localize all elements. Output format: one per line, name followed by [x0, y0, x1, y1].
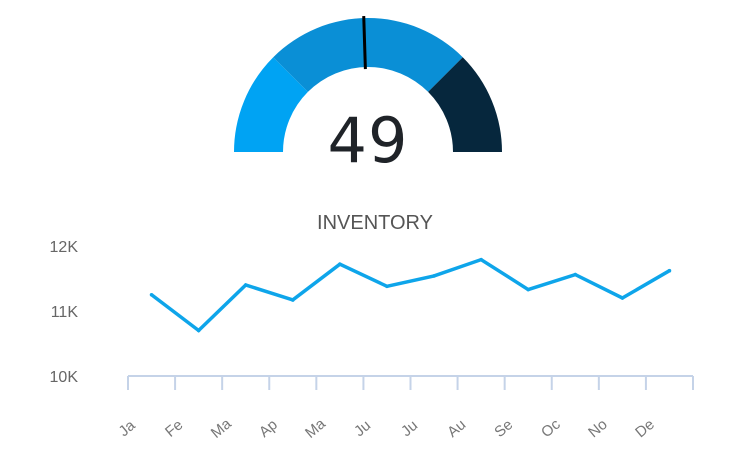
data-point: [667, 268, 672, 273]
gauge-dial: [234, 16, 502, 152]
gauge-needle: [362, 16, 367, 70]
chart-title: INVENTORY: [317, 212, 433, 234]
gauge-band-2: [273, 18, 463, 92]
data-point: [620, 296, 625, 300]
x-tick-label: Au: [444, 416, 469, 441]
series-line: [150, 257, 671, 333]
x-tick-label: Oc: [538, 416, 564, 442]
data-point: [479, 257, 483, 262]
data-point: [432, 274, 436, 278]
x-tick-label: De: [632, 416, 658, 441]
data-point: [243, 283, 248, 287]
data-point: [196, 328, 201, 333]
data-point: [338, 262, 342, 267]
y-axis-ticks: 10K 11K 12K: [50, 239, 79, 386]
data-point: [526, 287, 531, 292]
y-tick-label: 11K: [51, 304, 79, 321]
x-tick-label: Se: [491, 416, 516, 441]
data-point: [149, 292, 154, 297]
data-point: [573, 272, 578, 277]
gauge-value: 49: [327, 104, 409, 177]
x-tick-label: Ju: [351, 417, 374, 440]
x-tick-label: Ma: [302, 415, 329, 442]
y-tick-label: 10K: [50, 369, 79, 386]
x-tick-label: Ja: [116, 417, 140, 441]
gauge-band-1: [234, 57, 308, 152]
series-layer: [149, 257, 672, 333]
gauge-band-3: [428, 57, 502, 152]
x-tick-label: Ju: [398, 417, 421, 440]
y-tick-label: 12K: [50, 239, 79, 256]
data-point: [290, 298, 295, 302]
x-tick-label: Ma: [208, 415, 235, 442]
x-tick-label: Ap: [256, 416, 281, 441]
x-tick-label: Fe: [162, 416, 186, 440]
x-axis: Ja Fe Ma Ap Ma Ju Ju Au Se Oc No De: [116, 375, 694, 442]
data-point: [385, 284, 389, 289]
gauge: 49: [0, 0, 738, 200]
x-tick-label: No: [585, 416, 611, 441]
